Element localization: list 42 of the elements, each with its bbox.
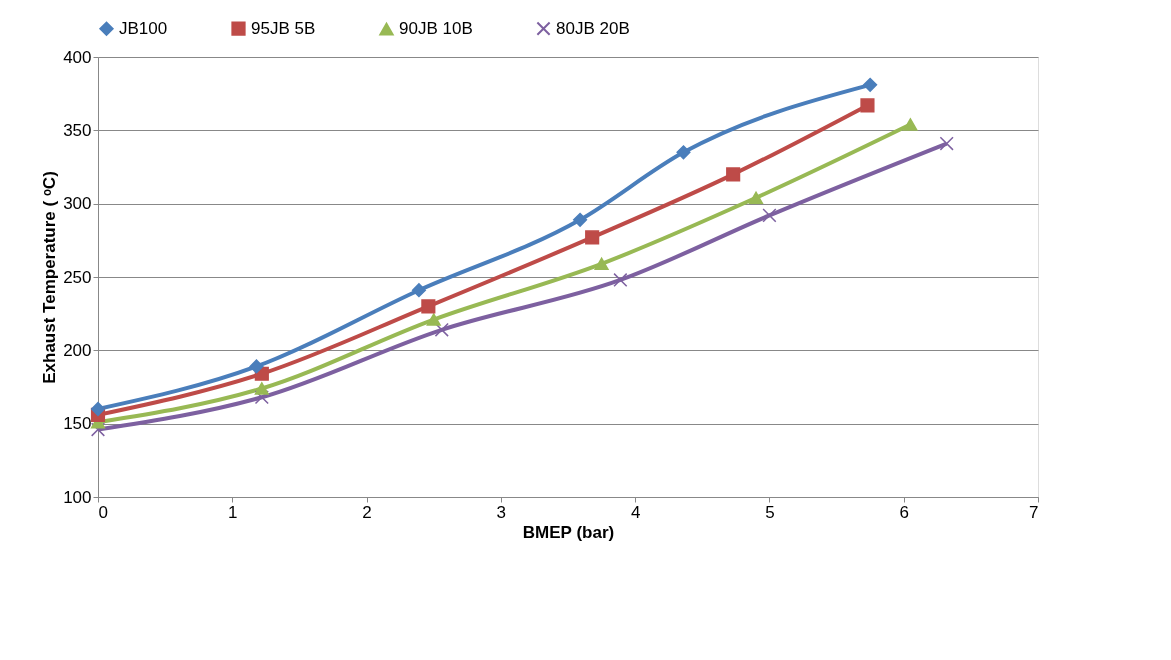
point — [860, 98, 875, 113]
x-tick-label: 6 — [899, 502, 909, 522]
y-tick-label: 200 — [63, 340, 92, 360]
point — [613, 272, 628, 288]
point — [676, 145, 691, 160]
y-tick-label: 350 — [63, 120, 92, 140]
point — [573, 212, 588, 227]
y-tick-label: 150 — [63, 414, 92, 434]
y-tick-label: 100 — [63, 487, 92, 507]
point — [585, 230, 600, 245]
y-tick-label: 400 — [63, 47, 92, 67]
y-tick-label: 250 — [63, 267, 92, 287]
x-tick-label: 5 — [765, 502, 775, 522]
legend-label: 80JB 20B — [556, 18, 630, 38]
point — [594, 257, 609, 271]
point — [411, 283, 427, 298]
x-tick-label: 0 — [98, 502, 108, 522]
point — [434, 322, 449, 337]
point — [939, 136, 954, 151]
point — [726, 167, 741, 182]
x-tick-label: 3 — [496, 502, 507, 522]
point — [863, 77, 878, 92]
x-tick-label: 7 — [1029, 502, 1039, 522]
point — [90, 401, 106, 417]
y-tick-label: 300 — [63, 194, 92, 214]
point — [903, 118, 918, 131]
legend-label: 95JB 5B — [251, 18, 316, 38]
point — [762, 208, 777, 223]
point — [90, 422, 106, 437]
point — [254, 382, 269, 395]
point — [426, 313, 441, 326]
x-tick-label: 1 — [228, 502, 238, 522]
legend-label: 90JB 10B — [399, 19, 473, 39]
point — [748, 191, 764, 205]
y-axis-title: Exhaust Temperature ( ᵒC) — [40, 171, 60, 384]
x-axis-title: BMEP (bar) — [522, 522, 615, 542]
point — [254, 390, 269, 405]
point — [421, 299, 436, 314]
x-tick-label: 2 — [362, 502, 372, 522]
point — [249, 359, 264, 374]
legend-label: JB100 — [119, 18, 168, 38]
x-tick-label: 4 — [630, 502, 641, 522]
